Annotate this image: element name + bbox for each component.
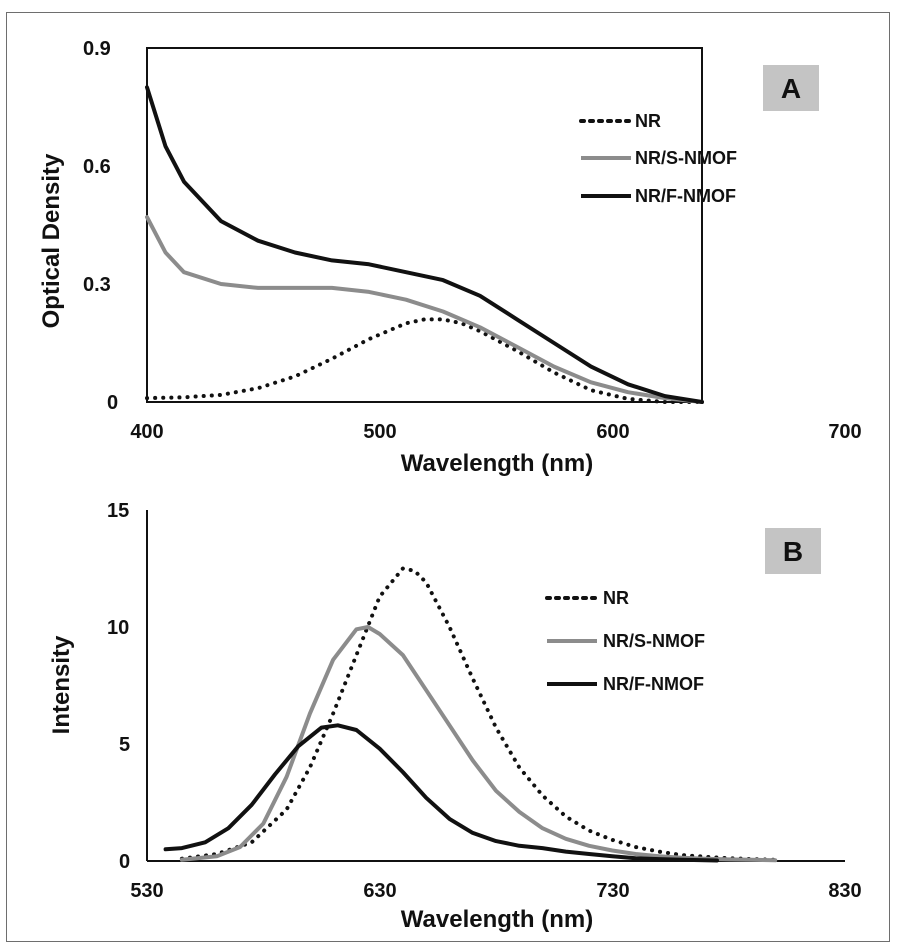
panel-b-series [163, 566, 778, 863]
panel-a-x-tick: 700 [828, 421, 861, 443]
panel-b-legend-label-nr: NR [603, 588, 629, 608]
panel-a-series-f-nmof-line [145, 85, 704, 404]
panel-a-x-tick: 500 [363, 421, 396, 443]
panel-b-series-s-nmof-line [179, 625, 778, 863]
panel-b-y-tick: 0 [119, 851, 130, 873]
panel-b-x-axis-title: Wavelength (nm) [401, 906, 593, 933]
panel-b-legend-label-f: NR/F-NMOF [603, 674, 704, 694]
panel-b-legend: NR NR/S-NMOF NR/F-NMOF [545, 588, 705, 694]
panel-a-tag-box [763, 65, 819, 111]
panel-a-y-tick: 0.9 [83, 38, 111, 60]
panel-b-y-ticks: 0 5 10 15 [107, 500, 130, 873]
panel-a-y-tick: 0.6 [83, 156, 111, 178]
panel-b-y-axis-title: Intensity [48, 635, 75, 734]
panel-b-series-nr-line [179, 566, 778, 862]
panel-a-y-ticks: 0 0.3 0.6 0.9 [83, 38, 118, 414]
figure-frame: 0 0.3 0.6 0.9 400 500 600 700 Wavelength… [6, 12, 890, 942]
panel-a-y-axis-title: Optical Density [38, 153, 65, 328]
figure-canvas: 0 0.3 0.6 0.9 400 500 600 700 Wavelength… [38, 38, 862, 933]
panel-b-y-tick: 10 [107, 617, 129, 639]
panel-a-series-s-nmof-line [145, 215, 704, 404]
panel-b-tag-box [765, 528, 821, 574]
panel-a-x-tick: 600 [596, 421, 629, 443]
panel-b-y-tick: 5 [119, 734, 130, 756]
panel-a-x-axis-title: Wavelength (nm) [401, 450, 593, 477]
panel-a-series-nr-line [145, 317, 704, 404]
panel-b-series-f-nmof-line [163, 723, 719, 863]
panel-a-legend-label-nr: NR [635, 111, 661, 131]
panel-b-x-tick: 830 [828, 880, 861, 902]
panel-b-x-tick: 630 [363, 880, 396, 902]
panel-b-tag: B [783, 536, 803, 567]
panel-b-x-tick: 530 [130, 880, 163, 902]
panel-a-x-ticks: 400 500 600 700 [130, 421, 861, 443]
panel-a-legend-label-f: NR/F-NMOF [635, 186, 736, 206]
panel-b-x-tick: 730 [596, 880, 629, 902]
panel-b: 0 5 10 15 530 630 730 830 Wavelength (nm… [48, 500, 862, 933]
panel-b-y-tick: 15 [107, 500, 129, 522]
panel-b-x-ticks: 530 630 730 830 [130, 880, 861, 902]
panel-b-legend-label-s: NR/S-NMOF [603, 631, 705, 651]
panel-a-x-tick: 400 [130, 421, 163, 443]
panel-a-y-tick: 0.3 [83, 274, 111, 296]
panel-a-y-tick: 0 [107, 392, 118, 414]
panel-a-legend-label-s: NR/S-NMOF [635, 148, 737, 168]
panel-a-plot-area [146, 47, 703, 403]
panel-a-series [145, 85, 704, 404]
panel-a: 0 0.3 0.6 0.9 400 500 600 700 Wavelength… [38, 38, 862, 477]
panel-a-tag: A [781, 73, 801, 104]
panel-a-legend: NR NR/S-NMOF NR/F-NMOF [579, 111, 737, 206]
